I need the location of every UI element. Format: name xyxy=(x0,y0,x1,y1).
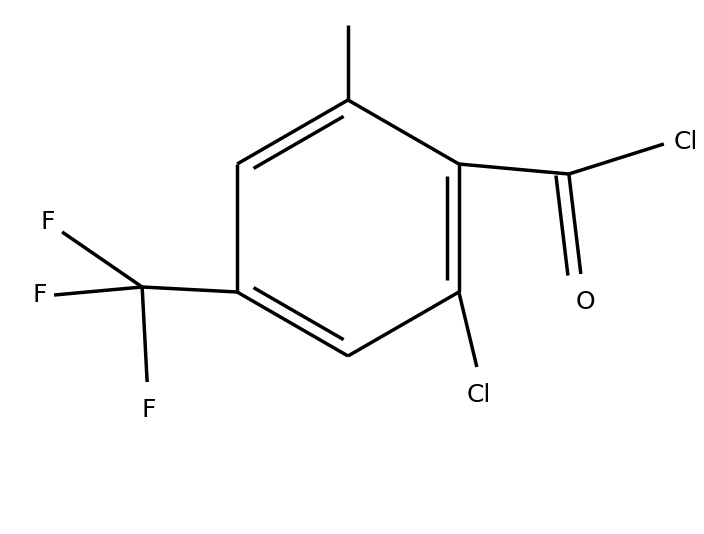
Text: Cl: Cl xyxy=(674,130,698,154)
Text: F: F xyxy=(41,210,56,234)
Text: Cl: Cl xyxy=(467,383,491,407)
Text: O: O xyxy=(576,290,596,314)
Text: F: F xyxy=(142,398,156,422)
Text: F: F xyxy=(33,283,47,307)
